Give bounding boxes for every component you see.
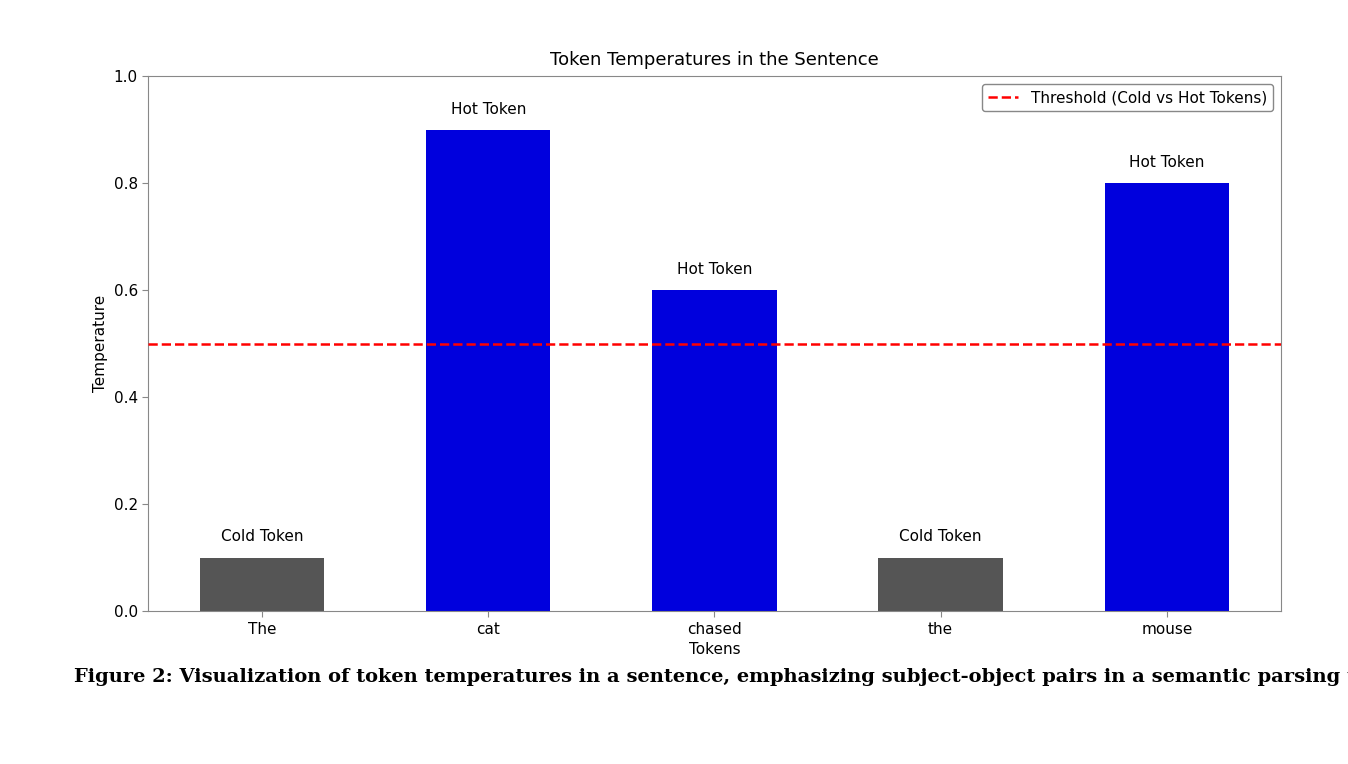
Bar — [652, 290, 776, 611]
Bar — [426, 130, 550, 611]
Bar — [200, 558, 324, 611]
Threshold (Cold vs Hot Tokens) — [480, 339, 496, 348]
Title: Token Temperatures in the Sentence: Token Temperatures in the Sentence — [550, 51, 879, 70]
Bar — [879, 558, 1003, 611]
X-axis label: Tokens: Tokens — [689, 643, 740, 657]
Text: Figure 2: Visualization of token temperatures in a sentence, emphasizing subject: Figure 2: Visualization of token tempera… — [74, 668, 1348, 687]
Text: Hot Token: Hot Token — [1130, 155, 1205, 170]
Text: Hot Token: Hot Token — [677, 262, 752, 277]
Legend: Threshold (Cold vs Hot Tokens): Threshold (Cold vs Hot Tokens) — [981, 84, 1273, 112]
Text: Hot Token: Hot Token — [450, 102, 526, 116]
Text: Cold Token: Cold Token — [221, 529, 303, 544]
Y-axis label: Temperature: Temperature — [93, 295, 108, 393]
Text: Cold Token: Cold Token — [899, 529, 981, 544]
Threshold (Cold vs Hot Tokens) — [253, 339, 270, 348]
Bar — [1105, 183, 1229, 611]
